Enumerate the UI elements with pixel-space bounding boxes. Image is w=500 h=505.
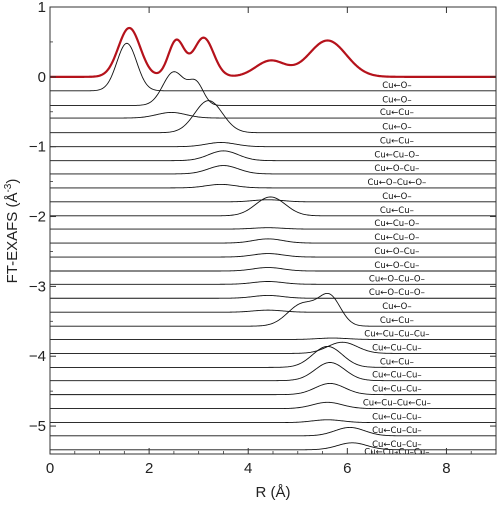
x-tick-label-8: 8 xyxy=(442,460,450,477)
series-label-16: Cu←O–Cu–O– xyxy=(369,288,425,298)
y-axis-title: FT-EXAFS (Å-3) xyxy=(3,179,21,284)
series-line-19 xyxy=(50,337,496,340)
y-tick-label--2: −2 xyxy=(29,209,46,226)
series-line-24 xyxy=(50,401,496,410)
series-line-2 xyxy=(50,71,496,106)
series-line-4 xyxy=(50,100,496,134)
series-line-12 xyxy=(50,238,496,244)
x-axis-title: R (Å) xyxy=(256,484,291,501)
series-label-27: Cu←Cu–Cu– xyxy=(372,440,422,450)
series-line-3 xyxy=(50,112,496,119)
ticks-group: 0 2 4 6 810−1−2−3−4−5 xyxy=(29,0,497,477)
series-line-20 xyxy=(50,341,496,354)
total-line xyxy=(50,26,496,78)
y-axis-title-suffix: ) xyxy=(4,179,21,184)
series-line-8 xyxy=(50,183,496,189)
series-line-9 xyxy=(50,199,496,203)
series-label-23: Cu←Cu–Cu– xyxy=(372,385,422,395)
x-tick-label-2: 2 xyxy=(145,460,153,477)
series-label-4: Cu←O– xyxy=(382,123,411,133)
series-label-8: Cu←O–Cu←O– xyxy=(367,178,426,188)
series-line-10 xyxy=(50,196,496,217)
y-axis-title-sup: -3 xyxy=(3,183,14,192)
series-label-7: Cu←O–Cu– xyxy=(374,164,419,174)
series-label-11: Cu←Cu–O– xyxy=(374,219,419,229)
series-label-6: Cu←Cu–O– xyxy=(374,151,419,161)
series-label-25: Cu←Cu–Cu– xyxy=(372,413,422,423)
y-tick-label-1: 1 xyxy=(38,0,46,16)
series-label-10: Cu←Cu– xyxy=(380,206,414,216)
series-line-16 xyxy=(50,294,496,299)
series-label-9: Cu←O– xyxy=(382,192,411,202)
series-label-17: Cu←O– xyxy=(382,302,411,312)
series-label-1: Cu←O– xyxy=(382,81,411,91)
series-line-18 xyxy=(50,292,496,327)
series-line-13 xyxy=(50,253,496,258)
series-label-12: Cu←Cu–O– xyxy=(374,233,419,243)
series-line-26 xyxy=(50,427,496,437)
y-tick-label--3: −3 xyxy=(29,278,46,295)
curves-group xyxy=(50,26,496,454)
series-label-15: Cu←O–Cu–O– xyxy=(369,274,425,284)
x-tick-label-4: 4 xyxy=(244,460,252,477)
series-label-22: Cu←Cu–Cu– xyxy=(372,371,422,381)
y-axis-title-main: FT-EXAFS (Å xyxy=(4,193,21,284)
series-line-14 xyxy=(50,267,496,272)
series-line-11 xyxy=(50,227,496,230)
y-tick-label-0: 0 xyxy=(38,69,46,86)
series-label-24: Cu←Cu–Cu←Cu– xyxy=(363,399,431,409)
series-label-26: Cu←Cu–Cu– xyxy=(372,426,422,436)
series-label-21: Cu←Cu– xyxy=(380,357,414,367)
path-labels-group: Cu←O–Cu←O–Cu←Cu–Cu←O–Cu←Cu–Cu←Cu–O–Cu←O–… xyxy=(363,81,431,458)
series-label-18: Cu←Cu– xyxy=(380,316,414,326)
series-line-5 xyxy=(50,142,496,148)
y-tick-label--4: −4 xyxy=(29,348,46,365)
series-label-19: Cu←Cu–Cu–Cu– xyxy=(364,329,429,339)
series-line-21 xyxy=(50,345,496,368)
x-tick-label-0: 0 xyxy=(46,460,54,477)
series-line-1 xyxy=(50,42,496,92)
series-label-14: Cu←O–Cu– xyxy=(374,261,419,271)
series-line-22 xyxy=(50,362,496,382)
series-label-20: Cu←Cu–Cu– xyxy=(372,343,422,353)
series-label-5: Cu←Cu– xyxy=(380,137,414,147)
series-line-6 xyxy=(50,150,496,162)
series-line-7 xyxy=(50,165,496,175)
series-line-23 xyxy=(50,383,496,396)
series-line-25 xyxy=(50,419,496,424)
series-line-15 xyxy=(50,281,496,285)
series-label-3: Cu←Cu– xyxy=(380,108,414,118)
series-line-17 xyxy=(50,309,496,313)
y-tick-label--1: −1 xyxy=(29,139,46,156)
series-line-27 xyxy=(50,442,496,451)
series-label-13: Cu←O–Cu– xyxy=(374,247,419,257)
plot-frame xyxy=(49,6,497,455)
y-tick-label--5: −5 xyxy=(29,418,46,435)
x-tick-label-6: 6 xyxy=(343,460,351,477)
series-label-2: Cu←O– xyxy=(382,95,411,105)
